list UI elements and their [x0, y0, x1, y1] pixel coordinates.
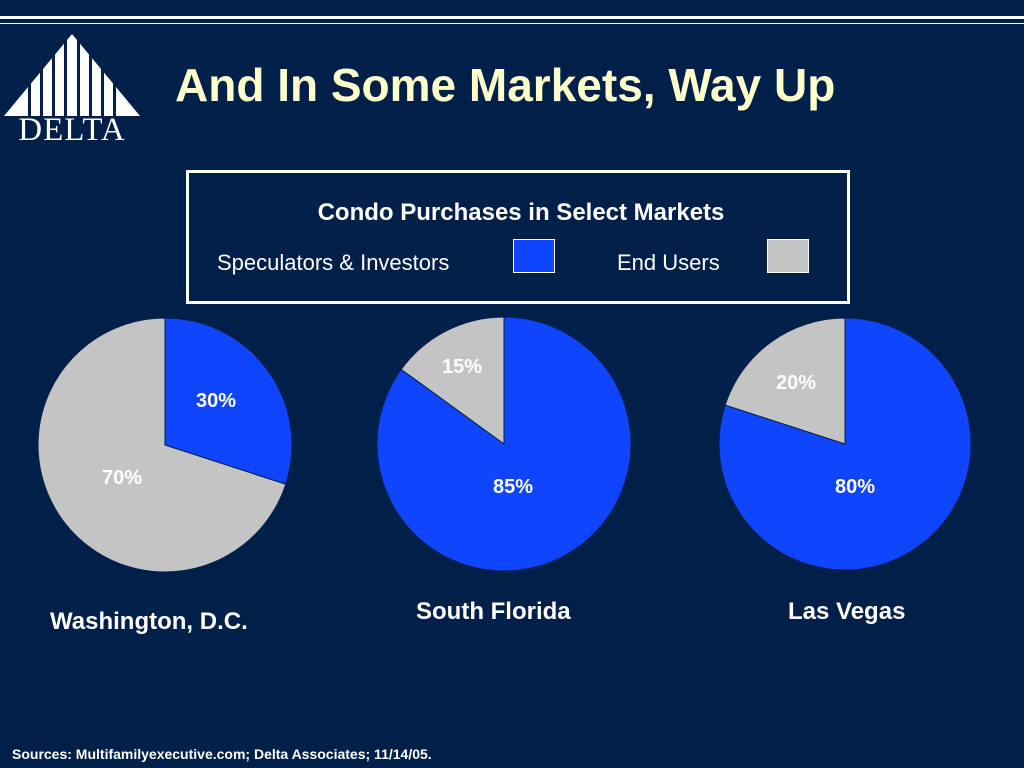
pie-label-las-vegas-end-users: 20%	[776, 372, 816, 394]
legend-swatch-speculators	[513, 239, 555, 273]
logo-wordmark: DELTA	[18, 112, 126, 148]
slide-title: And In Some Markets, Way Up	[175, 59, 836, 111]
pie-label-washington-speculators: 30%	[196, 390, 236, 412]
pie-slice-washington-speculators	[164, 317, 293, 485]
legend-label-end-users: End Users	[617, 250, 720, 275]
pie-label-las-vegas-speculators: 80%	[835, 476, 875, 498]
pie-title-washington: Washington, D.C.	[50, 608, 248, 635]
pie-label-washington-end-users: 70%	[102, 467, 142, 489]
pie-label-south-florida-end-users: 15%	[442, 356, 482, 378]
legend-box: Condo Purchases in Select Markets Specul…	[186, 170, 850, 304]
legend-label-speculators: Speculators & Investors	[217, 250, 450, 275]
legend-swatch-end-users	[767, 239, 809, 273]
pie-slice-las-vegas-end-users	[724, 317, 846, 445]
delta-logo-icon	[4, 34, 140, 116]
legend-title: Condo Purchases in Select Markets	[317, 199, 725, 226]
pie-title-las-vegas: Las Vegas	[788, 598, 906, 625]
pie-title-south-florida: South Florida	[416, 598, 571, 625]
pie-label-south-florida-speculators: 85%	[493, 476, 533, 498]
pie-slice-south-florida-end-users	[400, 316, 505, 445]
pie-slice-washington-end-users	[37, 317, 287, 573]
top-rule-thin	[0, 23, 1024, 24]
sources-note: Sources: Multifamilyexecutive.com; Delta…	[12, 746, 432, 762]
top-rule-thick	[0, 16, 1024, 19]
